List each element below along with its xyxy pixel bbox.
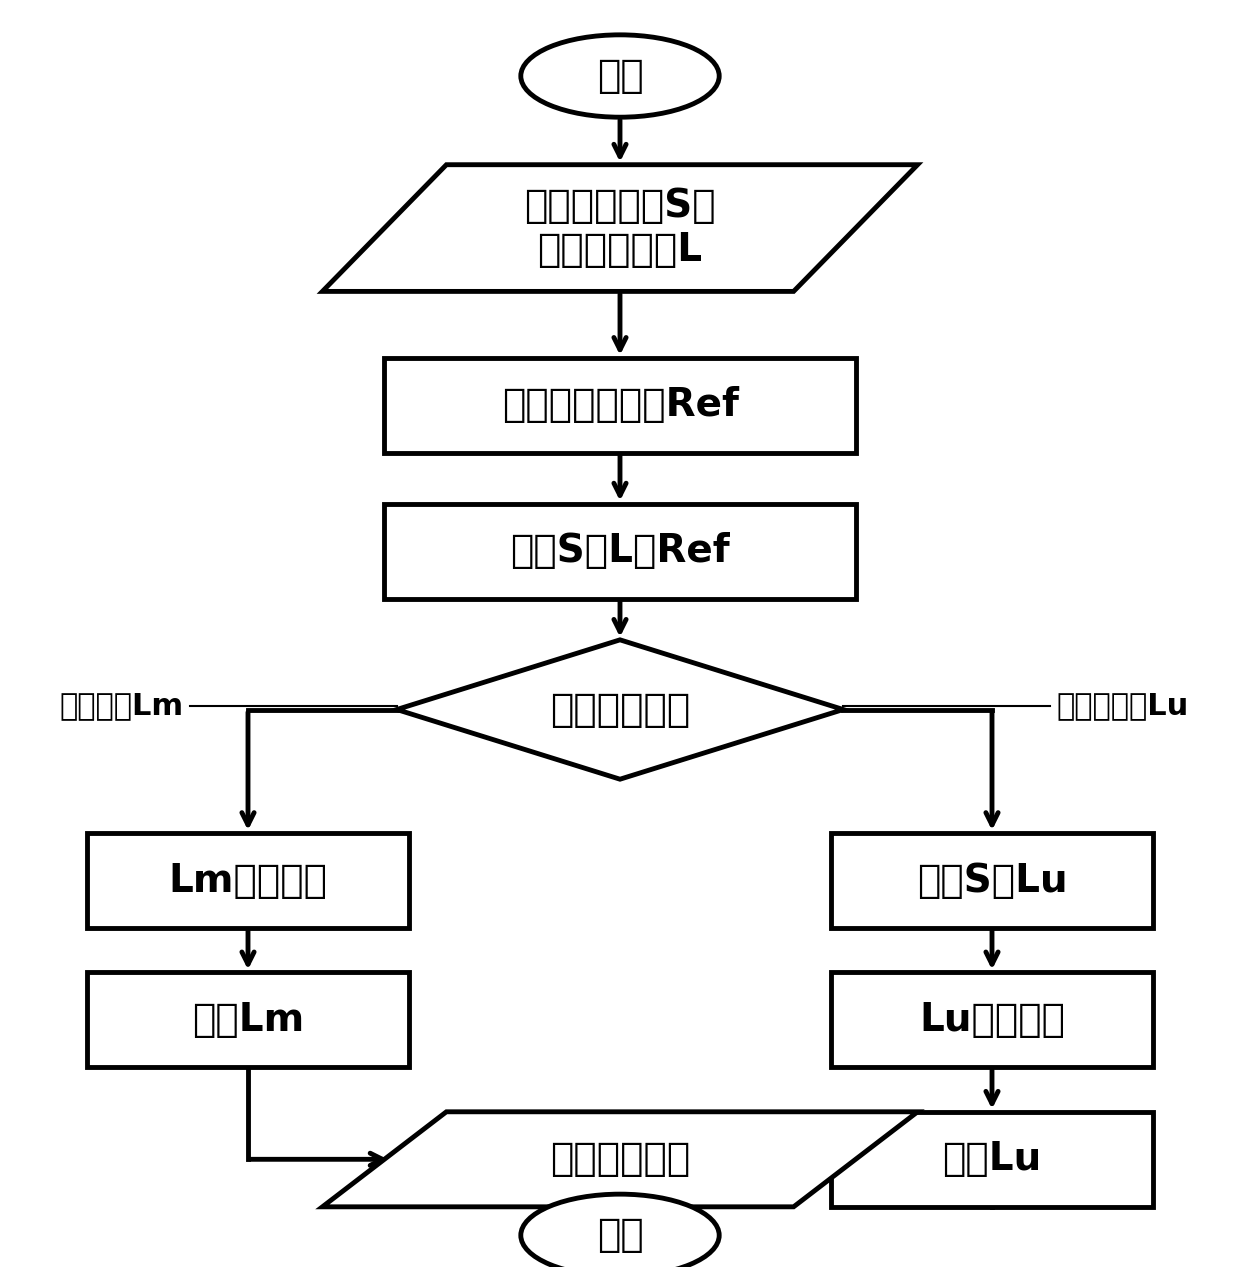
Text: 比对未成功Lu: 比对未成功Lu (1056, 692, 1189, 720)
Text: Lm杂合判断: Lm杂合判断 (169, 862, 327, 900)
Bar (831, 1112, 1153, 1206)
Ellipse shape (521, 34, 719, 118)
Text: 二代测序数据S和
三代测序数据L: 二代测序数据S和 三代测序数据L (525, 188, 715, 269)
Polygon shape (397, 640, 843, 779)
Text: 开始: 开始 (596, 57, 644, 95)
Bar (384, 504, 856, 599)
Bar (831, 834, 1153, 927)
Bar (831, 973, 1153, 1067)
Bar (87, 834, 409, 927)
Bar (87, 973, 409, 1067)
Polygon shape (322, 1112, 918, 1206)
Text: 制备伪参考序列Ref: 制备伪参考序列Ref (501, 386, 739, 424)
Polygon shape (322, 165, 918, 291)
Text: 校正Lm: 校正Lm (192, 1001, 304, 1039)
Text: 校正Lu: 校正Lu (942, 1140, 1042, 1178)
Ellipse shape (521, 1194, 719, 1267)
Text: 输出校正序列: 输出校正序列 (549, 1140, 691, 1178)
Text: 比对S、L到Ref: 比对S、L到Ref (510, 532, 730, 570)
Text: 比对成功Lm: 比对成功Lm (60, 692, 184, 720)
Bar (384, 357, 856, 452)
Text: 比对S到Lu: 比对S到Lu (916, 862, 1068, 900)
Text: 比对成功判定: 比对成功判定 (549, 691, 691, 729)
Text: Lu杂合判断: Lu杂合判断 (919, 1001, 1065, 1039)
Text: 停止: 停止 (596, 1216, 644, 1254)
